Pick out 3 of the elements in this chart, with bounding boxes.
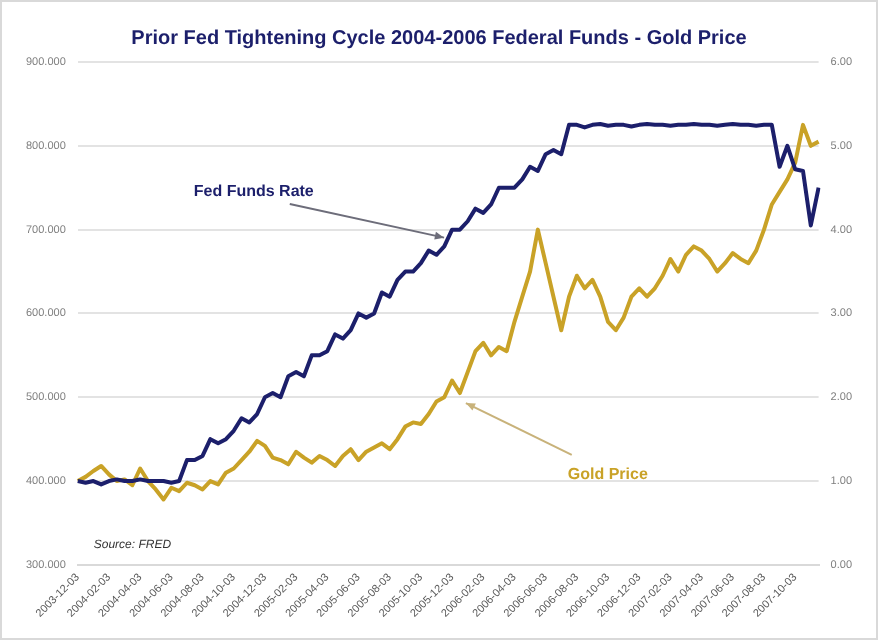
text: Fed Funds Rate (193, 182, 315, 201)
text: Gold Price (567, 465, 649, 484)
chart-title: Prior Fed Tightening Cycle 2004-2006 Federal Funds - Gold Price (131, 27, 748, 50)
